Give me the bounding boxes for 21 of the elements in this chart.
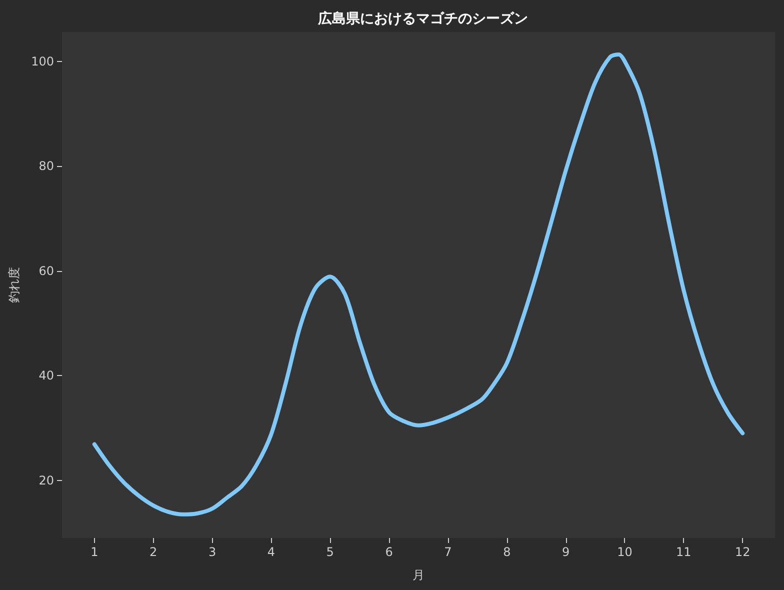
x-tick-label: 2 [150,545,158,559]
x-tick-label: 4 [267,545,276,559]
y-tick-label: 40 [38,368,54,383]
y-axis-title: 釣れ度 [7,267,21,303]
x-tick-label: 3 [208,545,216,559]
y-tick-label: 20 [38,473,54,488]
x-tick-label: 10 [617,545,632,559]
x-tick-label: 5 [326,545,334,559]
chart-title: 広島県におけるマゴチのシーズン [317,10,528,27]
y-tick-label: 60 [38,264,54,278]
x-tick-label: 8 [503,545,511,559]
x-axis-title: 月 [412,568,424,582]
y-tick-label: 100 [31,54,54,68]
x-tick-label: 9 [562,545,570,559]
x-tick-label: 1 [90,545,98,559]
y-tick-label: 80 [38,159,54,174]
x-tick-label: 11 [676,545,692,559]
line-series [92,52,745,516]
x-tick-label: 12 [734,545,750,559]
x-tick-label: 6 [385,545,393,559]
x-tick-label: 7 [444,545,452,559]
